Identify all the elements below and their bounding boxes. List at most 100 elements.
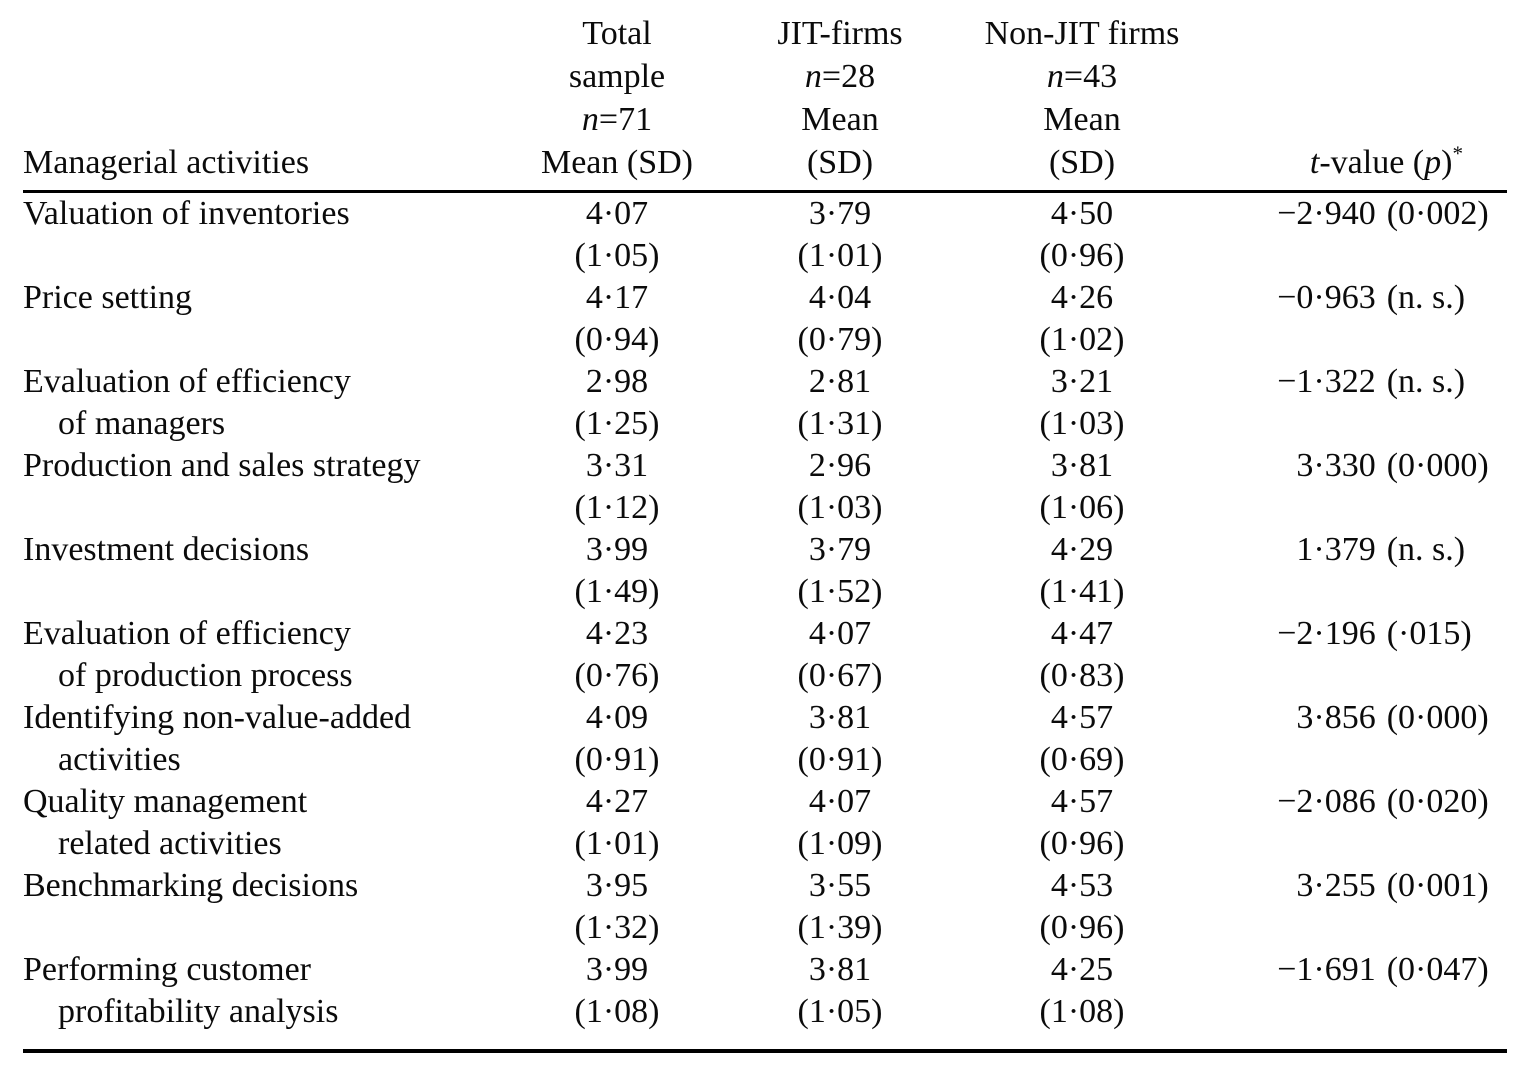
total-sd: (1·08): [574, 993, 660, 1030]
nonjit-sd: (0·96): [1039, 237, 1125, 274]
nonjit-mean: 4·25: [1050, 951, 1114, 988]
header-jit-sd: (SD): [806, 144, 874, 181]
jit-mean: 3·79: [808, 531, 872, 568]
header-nonjit-firms: Non-JIT firms n=43 Mean (SD): [947, 12, 1217, 184]
table-body: Valuation of inventories 4·07 (1·05) 3·79…: [23, 193, 1507, 1033]
activity-label-line1: Investment decisions: [23, 531, 310, 568]
t-value: −0·963: [1277, 279, 1376, 316]
nonjit-sd: (1·41): [1039, 573, 1125, 610]
n-value: =71: [598, 101, 653, 138]
total-mean: 4·09: [585, 699, 649, 736]
nonjit-mean: 4·57: [1050, 783, 1114, 820]
header-jit-firms: JIT-firms n=28 Mean (SD): [733, 12, 947, 184]
n-value: =28: [821, 58, 876, 95]
total-mean: 3·99: [585, 951, 649, 988]
jit-sd: (1·05): [797, 993, 883, 1030]
activity-label-line1: Benchmarking decisions: [23, 867, 359, 904]
t-symbol: t: [1309, 144, 1320, 181]
total-sd: (1·05): [574, 237, 660, 274]
header-nonjit-mean: Mean: [1043, 101, 1121, 138]
table-row: Benchmarking decisions 3·95 (1·32) 3·55 (1…: [23, 865, 1507, 949]
jit-sd: (1·09): [797, 825, 883, 862]
header-total-mean-sd: Mean (SD): [540, 144, 694, 181]
header-t-value: t-value (p)*: [1217, 141, 1507, 184]
jit-sd: (1·39): [797, 909, 883, 946]
activity-label-line1: Evaluation of efficiency: [23, 363, 351, 400]
n-symbol: n: [804, 58, 822, 95]
t-label-close: ): [1441, 144, 1453, 181]
total-mean: 4·17: [585, 279, 649, 316]
p-symbol: p: [1424, 144, 1442, 181]
p-value: (n. s.): [1386, 279, 1466, 316]
bottom-rule: [23, 1049, 1507, 1053]
table-row: Identifying non-value-added activities 4·…: [23, 697, 1507, 781]
p-value: (0·000): [1386, 447, 1489, 484]
activity-label-line2: [23, 319, 501, 361]
n-value: =43: [1063, 58, 1118, 95]
jit-sd: (1·52): [797, 573, 883, 610]
activity-label-line2: [23, 571, 501, 613]
nonjit-sd: (1·03): [1039, 405, 1125, 442]
total-mean: 3·95: [585, 867, 649, 904]
activity-label-line2: [23, 487, 501, 529]
table-row: Valuation of inventories 4·07 (1·05) 3·79…: [23, 193, 1507, 277]
nonjit-mean: 4·29: [1050, 531, 1114, 568]
total-sd: (1·01): [574, 825, 660, 862]
p-value: (0·000): [1386, 699, 1489, 736]
activity-label-line1: Performing customer: [23, 951, 311, 988]
jit-mean: 4·07: [808, 783, 872, 820]
activity-label-line2: activities: [58, 741, 181, 778]
header-rule: [23, 190, 1507, 193]
jit-mean: 2·96: [808, 447, 872, 484]
header-total-line1: Total: [582, 15, 652, 52]
nonjit-mean: 3·81: [1050, 447, 1114, 484]
t-value: −2·086: [1277, 783, 1376, 820]
activity-label-line2: [23, 907, 501, 949]
nonjit-mean: 4·50: [1050, 195, 1114, 232]
header-total-n: n=71: [501, 98, 733, 141]
footnote-asterisk: *: [1452, 141, 1463, 166]
t-label-mid: -value (: [1319, 144, 1425, 181]
jit-sd: (0·91): [797, 741, 883, 778]
nonjit-mean: 4·57: [1050, 699, 1114, 736]
nonjit-sd: (0·96): [1039, 909, 1125, 946]
jit-sd: (0·79): [797, 321, 883, 358]
p-value: (n. s.): [1386, 531, 1466, 568]
jit-mean: 3·81: [808, 699, 872, 736]
table-row: Evaluation of efficiency of managers 2·98…: [23, 361, 1507, 445]
total-sd: (0·76): [574, 657, 660, 694]
p-value: (0·047): [1386, 951, 1489, 988]
activity-label-line2: of managers: [58, 405, 226, 442]
t-value: 1·379: [1296, 531, 1376, 568]
nonjit-sd: (0·83): [1039, 657, 1125, 694]
activity-label-line2: related activities: [58, 825, 282, 862]
header-activities-label: Managerial activities: [23, 144, 310, 181]
p-value: (n. s.): [1386, 363, 1466, 400]
activity-label-line1: Production and sales strategy: [23, 447, 421, 484]
total-sd: (1·32): [574, 909, 660, 946]
nonjit-sd: (1·06): [1039, 489, 1125, 526]
total-sd: (1·25): [574, 405, 660, 442]
jit-mean: 4·07: [808, 615, 872, 652]
table-row: Production and sales strategy 3·31 (1·12)…: [23, 445, 1507, 529]
jit-mean: 3·79: [808, 195, 872, 232]
total-sd: (0·91): [574, 741, 660, 778]
total-mean: 3·31: [585, 447, 649, 484]
t-value: 3·255: [1296, 867, 1376, 904]
p-value: (·015): [1386, 615, 1472, 652]
nonjit-mean: 3·21: [1050, 363, 1114, 400]
statistics-table: Managerial activities Total sample n=71 …: [23, 0, 1507, 1053]
nonjit-sd: (0·69): [1039, 741, 1125, 778]
activity-label-line2: of production process: [58, 657, 353, 694]
nonjit-mean: 4·47: [1050, 615, 1114, 652]
jit-sd: (1·01): [797, 237, 883, 274]
table-row: Performing customer profitability analysi…: [23, 949, 1507, 1033]
header-total-sample: Total sample n=71 Mean (SD): [501, 12, 733, 184]
header-jit-mean: Mean: [801, 101, 879, 138]
header-managerial-activities: Managerial activities: [23, 141, 501, 184]
total-mean: 2·98: [585, 363, 649, 400]
nonjit-sd: (1·08): [1039, 993, 1125, 1030]
t-value: 3·856: [1296, 699, 1376, 736]
p-value: (0·020): [1386, 783, 1489, 820]
table-row: Price setting 4·17 (0·94) 4·04 (0·79) 4·26…: [23, 277, 1507, 361]
